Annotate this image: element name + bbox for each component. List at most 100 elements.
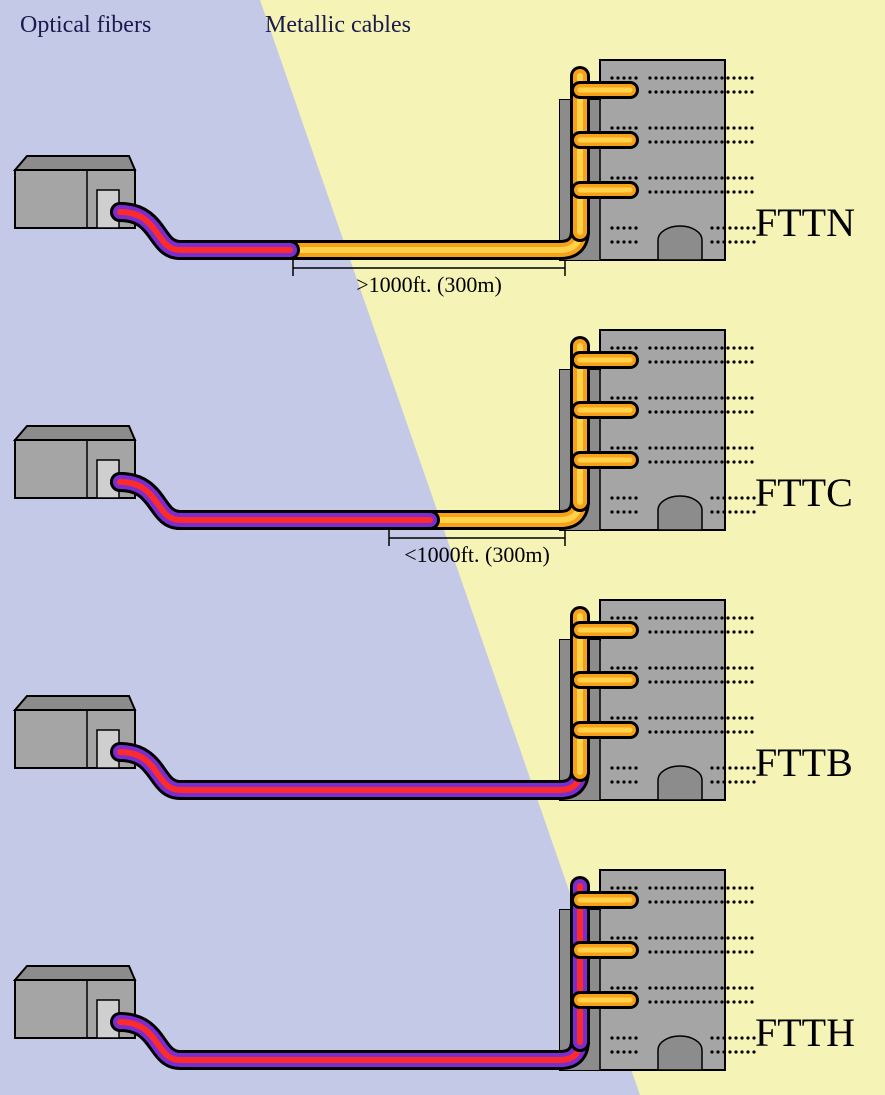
building-window-dot <box>714 666 717 669</box>
building-window-dot <box>666 730 669 733</box>
building-window-dot <box>708 616 711 619</box>
building-window-dot <box>738 900 741 903</box>
building-door <box>658 226 702 260</box>
building-window-dot <box>690 986 693 989</box>
building-window-dot <box>696 716 699 719</box>
building-window-dot <box>610 226 613 229</box>
building-window-dot <box>746 510 749 513</box>
building-window-dot <box>734 766 737 769</box>
building-window-dot <box>716 1050 719 1053</box>
building-window-dot <box>684 616 687 619</box>
building-window-dot <box>726 950 729 953</box>
building-window-dot <box>672 680 675 683</box>
building-window-dot <box>678 360 681 363</box>
building-window-dot <box>634 176 637 179</box>
building-window-dot <box>750 886 753 889</box>
building-window-dot <box>702 176 705 179</box>
building-window-dot <box>690 446 693 449</box>
building-window-dot <box>702 460 705 463</box>
building-window-dot <box>672 950 675 953</box>
building-window-dot <box>716 780 719 783</box>
building-window-dot <box>720 140 723 143</box>
building-window-dot <box>696 176 699 179</box>
building-window-dot <box>744 90 747 93</box>
building-window-dot <box>634 446 637 449</box>
building-window-dot <box>616 666 619 669</box>
building-window-dot <box>710 780 713 783</box>
building-window-dot <box>750 680 753 683</box>
building-window-dot <box>666 190 669 193</box>
building-window-dot <box>660 346 663 349</box>
building-window-dot <box>684 936 687 939</box>
building-window-dot <box>678 886 681 889</box>
building-window-dot <box>634 510 637 513</box>
building-window-dot <box>648 140 651 143</box>
building-window-dot <box>648 616 651 619</box>
building-window-dot <box>672 76 675 79</box>
building-window-dot <box>714 1000 717 1003</box>
building-window-dot <box>720 76 723 79</box>
building-window-dot <box>732 630 735 633</box>
building-window-dot <box>684 410 687 413</box>
building-window-dot <box>726 76 729 79</box>
building-window-dot <box>738 446 741 449</box>
building-window-dot <box>738 886 741 889</box>
building-window-dot <box>716 240 719 243</box>
building-window-dot <box>634 496 637 499</box>
cabinet-roof <box>15 696 135 710</box>
building-window-dot <box>732 616 735 619</box>
building-window-dot <box>634 396 637 399</box>
building-window-dot <box>732 410 735 413</box>
building-window-dot <box>684 730 687 733</box>
building-window-dot <box>696 140 699 143</box>
building-window-dot <box>732 90 735 93</box>
building-window-dot <box>734 1036 737 1039</box>
building-window-dot <box>690 360 693 363</box>
building-window-dot <box>654 396 657 399</box>
building-window-dot <box>672 176 675 179</box>
building-window-dot <box>660 90 663 93</box>
building-window-dot <box>616 766 619 769</box>
building-window-dot <box>734 496 737 499</box>
building-window-dot <box>738 716 741 719</box>
building-window-dot <box>738 176 741 179</box>
building-window-dot <box>732 140 735 143</box>
building-window-dot <box>684 176 687 179</box>
building-window-dot <box>648 886 651 889</box>
building-window-dot <box>722 496 725 499</box>
building-window-dot <box>610 76 613 79</box>
building-window-dot <box>648 730 651 733</box>
building-window-dot <box>720 446 723 449</box>
building-window-dot <box>726 900 729 903</box>
building-window-dot <box>708 886 711 889</box>
building-window-dot <box>672 190 675 193</box>
building-window-dot <box>684 360 687 363</box>
building-window-dot <box>634 226 637 229</box>
building-window-dot <box>654 1000 657 1003</box>
building-window-dot <box>628 396 631 399</box>
building-window-dot <box>716 510 719 513</box>
building-window-dot <box>684 76 687 79</box>
building-window-dot <box>750 986 753 989</box>
building-window-dot <box>678 680 681 683</box>
building-window-dot <box>728 780 731 783</box>
building-window-dot <box>714 410 717 413</box>
building-window-dot <box>732 460 735 463</box>
building-window-dot <box>690 616 693 619</box>
cabinet-roof <box>15 426 135 440</box>
building-window-dot <box>738 126 741 129</box>
building-window-dot <box>616 226 619 229</box>
building-window-dot <box>678 176 681 179</box>
building-window-dot <box>690 730 693 733</box>
building-window-dot <box>678 396 681 399</box>
building-window-dot <box>750 190 753 193</box>
building-window-dot <box>702 900 705 903</box>
building-window-dot <box>720 176 723 179</box>
building-window-dot <box>666 950 669 953</box>
building-window-dot <box>690 886 693 889</box>
building-window-dot <box>696 950 699 953</box>
building-window-dot <box>708 666 711 669</box>
building-window-dot <box>684 446 687 449</box>
building-window-dot <box>672 346 675 349</box>
building-window-dot <box>666 630 669 633</box>
